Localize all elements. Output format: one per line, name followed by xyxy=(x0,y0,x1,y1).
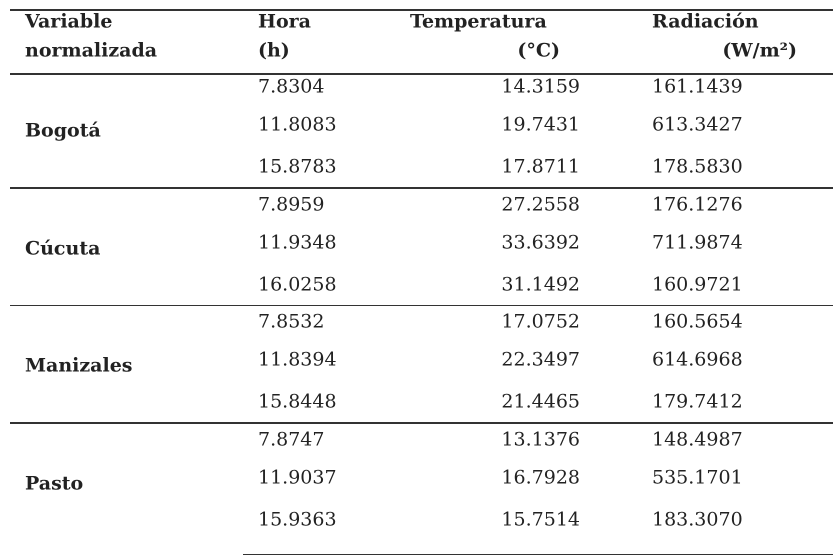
cell-hora: 15.8448 xyxy=(258,390,337,413)
cell-radiacion: 711.9874 xyxy=(652,231,743,253)
cell-radiacion: 160.9721 xyxy=(652,273,743,295)
cell-radiacion: 148.4987 xyxy=(652,428,743,450)
rule xyxy=(10,9,833,11)
cell-hora: 7.8747 xyxy=(258,428,325,450)
column-header: (°C) xyxy=(517,39,560,62)
rule xyxy=(10,73,833,75)
cell-radiacion: 179.7412 xyxy=(652,390,743,413)
column-header: normalizada xyxy=(25,39,158,62)
cell-temperatura: 33.6392 xyxy=(501,231,580,253)
cell-hora: 11.9037 xyxy=(258,466,337,488)
cell-temperatura: 21.4465 xyxy=(501,390,580,413)
cell-radiacion: 160.5654 xyxy=(652,310,743,333)
cell-radiacion: 183.3070 xyxy=(652,508,743,530)
cell-hora: 7.8304 xyxy=(258,75,325,98)
column-header: (h) xyxy=(258,39,290,62)
cell-temperatura: 22.3497 xyxy=(501,348,580,371)
cell-hora: 16.0258 xyxy=(258,273,337,295)
rule xyxy=(10,304,833,306)
group-label: Pasto xyxy=(25,472,84,494)
column-header: Temperatura xyxy=(410,10,547,33)
cell-radiacion: 614.6968 xyxy=(652,348,743,371)
cell-radiacion: 178.5830 xyxy=(652,155,743,178)
cell-temperatura: 16.7928 xyxy=(501,466,580,488)
cell-radiacion: 161.1439 xyxy=(652,75,743,98)
group-label: Cúcuta xyxy=(25,237,101,259)
cell-temperatura: 14.3159 xyxy=(501,75,580,98)
cell-temperatura: 27.2558 xyxy=(501,193,580,215)
cell-hora: 11.8083 xyxy=(258,113,337,136)
rule xyxy=(10,422,833,424)
cell-hora: 7.8959 xyxy=(258,193,325,215)
cell-temperatura: 17.8711 xyxy=(501,155,580,178)
cell-temperatura: 31.1492 xyxy=(501,273,580,295)
cell-radiacion: 613.3427 xyxy=(652,113,743,136)
cell-temperatura: 15.7514 xyxy=(501,508,580,530)
column-header: (W/m²) xyxy=(722,39,797,62)
cell-temperatura: 19.7431 xyxy=(501,113,580,136)
column-header: Radiación xyxy=(652,10,759,33)
cell-hora: 11.8394 xyxy=(258,348,337,371)
cell-temperatura: 17.0752 xyxy=(501,310,580,333)
cell-hora: 11.9348 xyxy=(258,231,337,253)
column-header: Hora xyxy=(258,10,311,33)
group-label: Manizales xyxy=(25,354,133,377)
cell-radiacion: 176.1276 xyxy=(652,193,743,215)
cell-hora: 15.8783 xyxy=(258,155,337,178)
cell-radiacion: 535.1701 xyxy=(652,466,743,488)
column-header: Variable xyxy=(25,10,113,33)
cell-hora: 15.9363 xyxy=(258,508,337,530)
rule xyxy=(10,187,833,189)
cell-hora: 7.8532 xyxy=(258,310,325,333)
cell-temperatura: 13.1376 xyxy=(501,428,580,450)
group-label: Bogotá xyxy=(25,119,101,142)
